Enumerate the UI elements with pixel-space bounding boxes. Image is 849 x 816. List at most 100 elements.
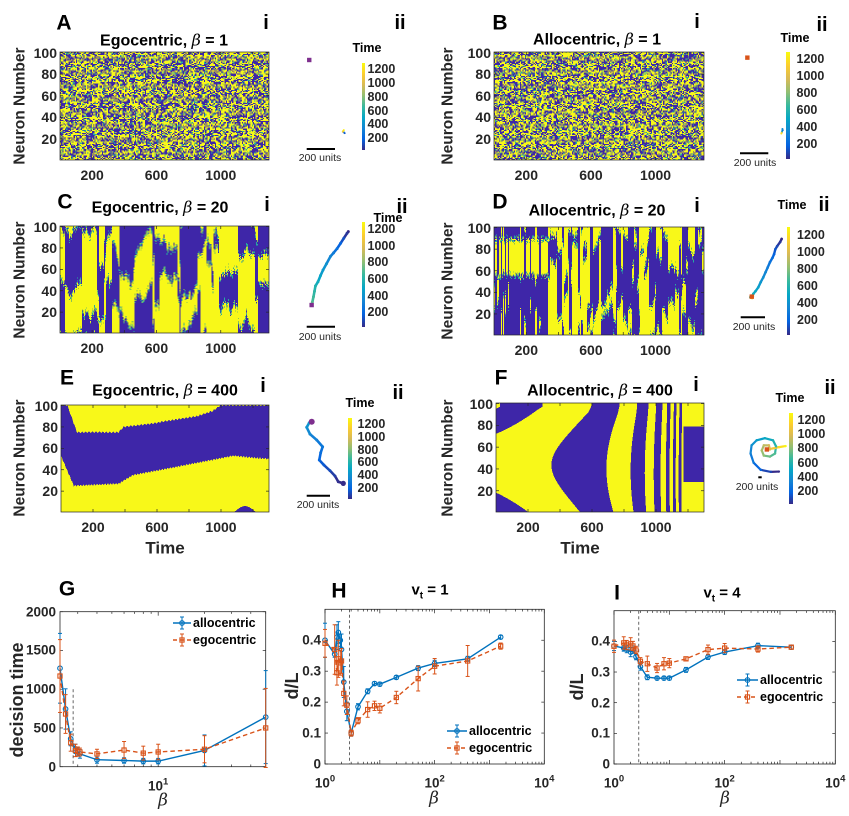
raster-image: [60, 226, 269, 333]
legend-marker: [744, 694, 751, 700]
x-tick-label: 1000: [639, 342, 672, 358]
y-tick-label: 40: [475, 109, 491, 126]
trajectory-point: [322, 463, 326, 467]
trajectory-point: [310, 300, 314, 304]
colorbar-tick-label: 600: [797, 455, 819, 470]
y-tick-label: 80: [477, 417, 493, 434]
data-point: [683, 656, 689, 662]
trajectory-point: [768, 261, 772, 264]
trajectory-point: [325, 262, 328, 266]
data-point: [263, 725, 269, 731]
y-tick-label: 60: [475, 262, 491, 279]
panel-letter: H: [331, 579, 347, 603]
x-tick-label: 200: [81, 519, 105, 535]
y-tick-label: 20: [475, 130, 491, 147]
trajectory-segment: [763, 437, 775, 442]
trajectory-plot-A: [306, 57, 346, 150]
colorbar-label: Time: [777, 197, 807, 212]
y-tick-label: 100: [33, 218, 57, 235]
series-allocentric: [57, 632, 269, 767]
beta-symbol: β: [620, 200, 630, 220]
data-point: [611, 643, 617, 649]
colorbar: [348, 418, 352, 500]
axes-box: [59, 611, 267, 768]
x-axis-label: β: [720, 788, 730, 809]
x-axis-label: Time: [145, 538, 185, 558]
subpanel-label-ii: ii: [824, 377, 836, 399]
data-point: [338, 658, 345, 664]
trajectory-point: [328, 469, 332, 473]
data-point: [377, 705, 383, 711]
x-axis-label: β: [158, 790, 168, 811]
colorbar-label: Time: [352, 40, 382, 55]
y-tick-label: 0: [602, 756, 610, 772]
tick-base: 10: [825, 775, 841, 791]
tick-exponent: 4: [549, 773, 555, 785]
trajectory-segment: [308, 432, 319, 442]
colorbar-tick-label: 800: [796, 86, 818, 101]
colorbar-label: Time: [345, 395, 375, 410]
data-point: [201, 746, 208, 752]
trajectory-point: [336, 480, 340, 484]
colorbar-tick-label: 800: [367, 89, 389, 104]
axes-box: [493, 226, 705, 336]
title-value: = 1: [633, 31, 661, 49]
y-tick-label: 80: [41, 239, 57, 256]
colorbar-tick-label: 1200: [797, 227, 825, 242]
trajectory-plot-F: [749, 437, 787, 479]
trajectory-point: [329, 254, 332, 258]
trajectory-point: [780, 237, 783, 241]
legend-marker: [744, 677, 751, 683]
data-point: [497, 634, 504, 640]
tick-exponent: 2: [439, 773, 445, 785]
data-point: [498, 643, 504, 649]
data-point: [334, 670, 340, 676]
series-egocentric: [611, 636, 794, 674]
colorbar-tick-label: 200: [797, 312, 818, 327]
start-marker: [340, 480, 346, 486]
trajectory-point: [321, 445, 325, 449]
x-tick-label: 1000: [205, 167, 237, 183]
panel-title: Egocentric, β = 20: [92, 199, 229, 217]
colorbar-tick-label: 600: [367, 103, 389, 118]
x-axis-label: Time: [560, 538, 600, 558]
trajectory-plot-B: [740, 55, 784, 155]
title-variable: v: [411, 581, 420, 599]
tick-base: 10: [534, 775, 550, 791]
data-point: [371, 680, 378, 687]
x-tick-label: 200: [516, 519, 540, 535]
data-point: [344, 702, 350, 708]
axes-box: [324, 608, 545, 765]
title-text: Allocentric,: [527, 382, 619, 400]
y-tick-label: 0.3: [591, 664, 610, 680]
colorbar-tick-label: 200: [796, 137, 818, 152]
panel-letter: B: [492, 11, 508, 35]
trajectory-point: [771, 447, 775, 450]
colorbar-tick-label: 600: [797, 278, 818, 293]
trajectory-segment: [759, 468, 773, 473]
data-point: [335, 629, 342, 636]
egocentric-line: [324, 642, 501, 736]
y-tick-label: 0: [48, 758, 56, 774]
subpanel-label-i: i: [260, 375, 266, 397]
data-point: [322, 640, 328, 646]
colorbar-tick-label: 600: [367, 271, 389, 286]
legend-label: egocentric: [760, 689, 824, 704]
tick-base: 10: [424, 775, 440, 791]
trajectory-point: [314, 284, 317, 288]
y-tick-label: 20: [477, 482, 493, 499]
y-tick-label: 0.1: [591, 725, 610, 741]
trajectory-point: [317, 458, 321, 462]
scale-bar-label: 200 units: [732, 320, 776, 333]
trajectory-point: [756, 285, 760, 289]
data-point: [788, 644, 794, 650]
trajectory-segment: [749, 444, 753, 455]
title-value: = 400: [192, 382, 238, 400]
legend-marker: [179, 620, 185, 626]
x-tick-label: 1000: [640, 519, 672, 535]
axes-box: [59, 51, 270, 161]
colorbar-tick-label: 600: [796, 103, 818, 118]
subpanel-label-i: i: [694, 11, 700, 33]
trajectory-point: [319, 451, 323, 455]
